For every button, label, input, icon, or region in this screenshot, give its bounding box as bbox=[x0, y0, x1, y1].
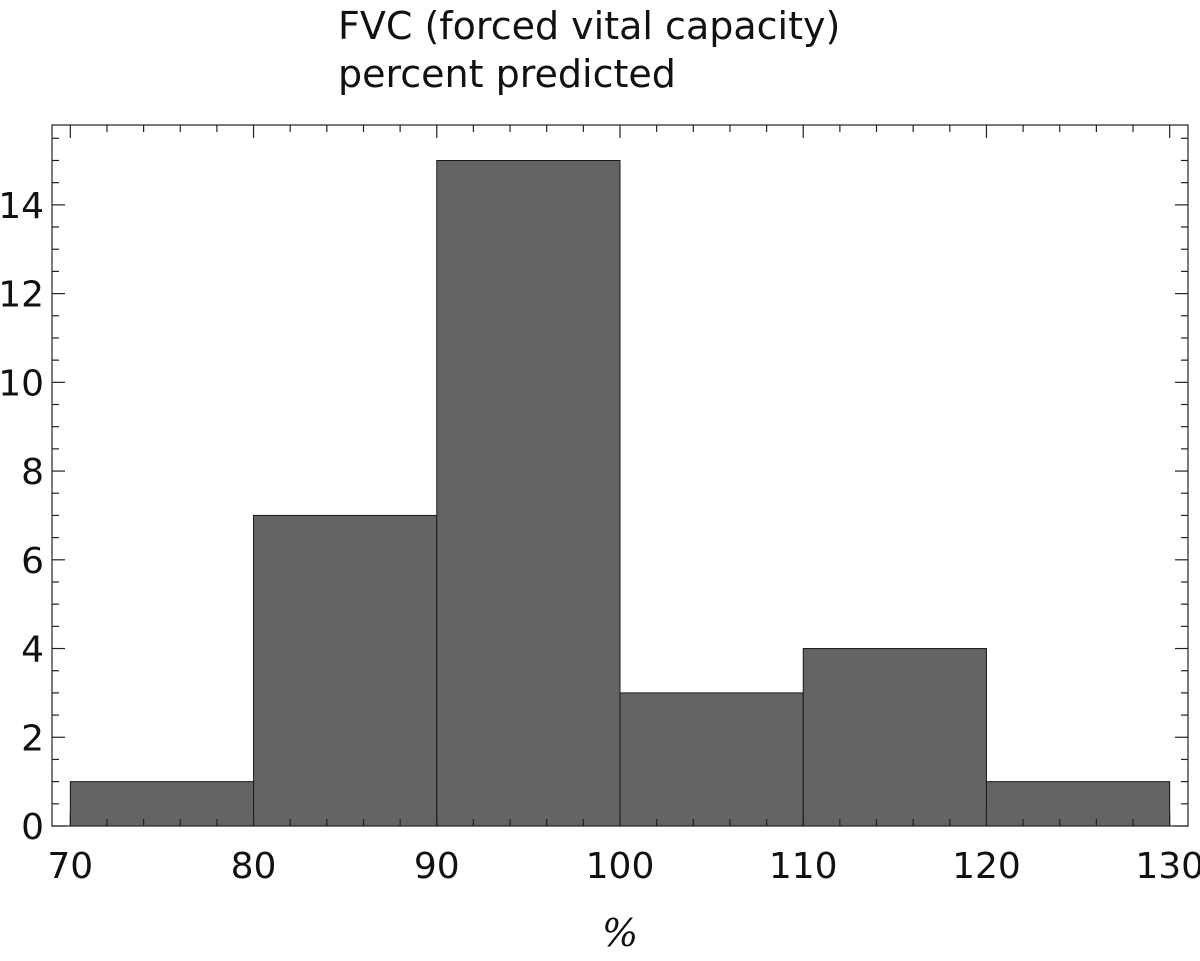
y-tick-label-3: 6 bbox=[21, 541, 44, 582]
y-tick-label-5: 10 bbox=[0, 363, 44, 404]
bars-layer bbox=[69, 159, 1171, 827]
chart-title-line-2: percent predicted bbox=[338, 52, 676, 96]
x-tick-label-4: 110 bbox=[769, 846, 838, 887]
chart-title: FVC (forced vital capacity) percent pred… bbox=[338, 2, 840, 98]
y-tick-label-1: 2 bbox=[21, 718, 44, 759]
ticks-layer bbox=[52, 125, 1188, 827]
histogram-bar-4 bbox=[802, 648, 987, 827]
y-tick-label-6: 12 bbox=[0, 275, 44, 316]
x-tick-label-0: 70 bbox=[47, 846, 93, 887]
histogram-bar-5 bbox=[985, 781, 1171, 827]
chart-title-line-1: FVC (forced vital capacity) bbox=[338, 4, 841, 48]
y-tick-label-7: 14 bbox=[0, 186, 44, 227]
histogram-bar-0 bbox=[69, 781, 255, 827]
y-tick-label-4: 8 bbox=[21, 452, 44, 493]
x-tick-label-2: 90 bbox=[414, 846, 460, 887]
histogram-bar-3 bbox=[619, 692, 804, 827]
x-tick-label-5: 120 bbox=[952, 846, 1021, 887]
y-tick-label-0: 0 bbox=[21, 807, 44, 848]
x-tick-label-1: 80 bbox=[231, 846, 277, 887]
x-tick-label-6: 130 bbox=[1135, 846, 1200, 887]
histogram-bar-2 bbox=[436, 159, 621, 827]
tick-labels-layer: 70 80 90 100 110 120 130 0 2 4 6 8 10 12 14 bbox=[0, 186, 1200, 887]
histogram-bar-1 bbox=[253, 514, 438, 827]
x-axis-label: % bbox=[602, 911, 638, 955]
x-tick-label-3: 100 bbox=[586, 846, 655, 887]
y-tick-label-2: 4 bbox=[21, 630, 44, 671]
